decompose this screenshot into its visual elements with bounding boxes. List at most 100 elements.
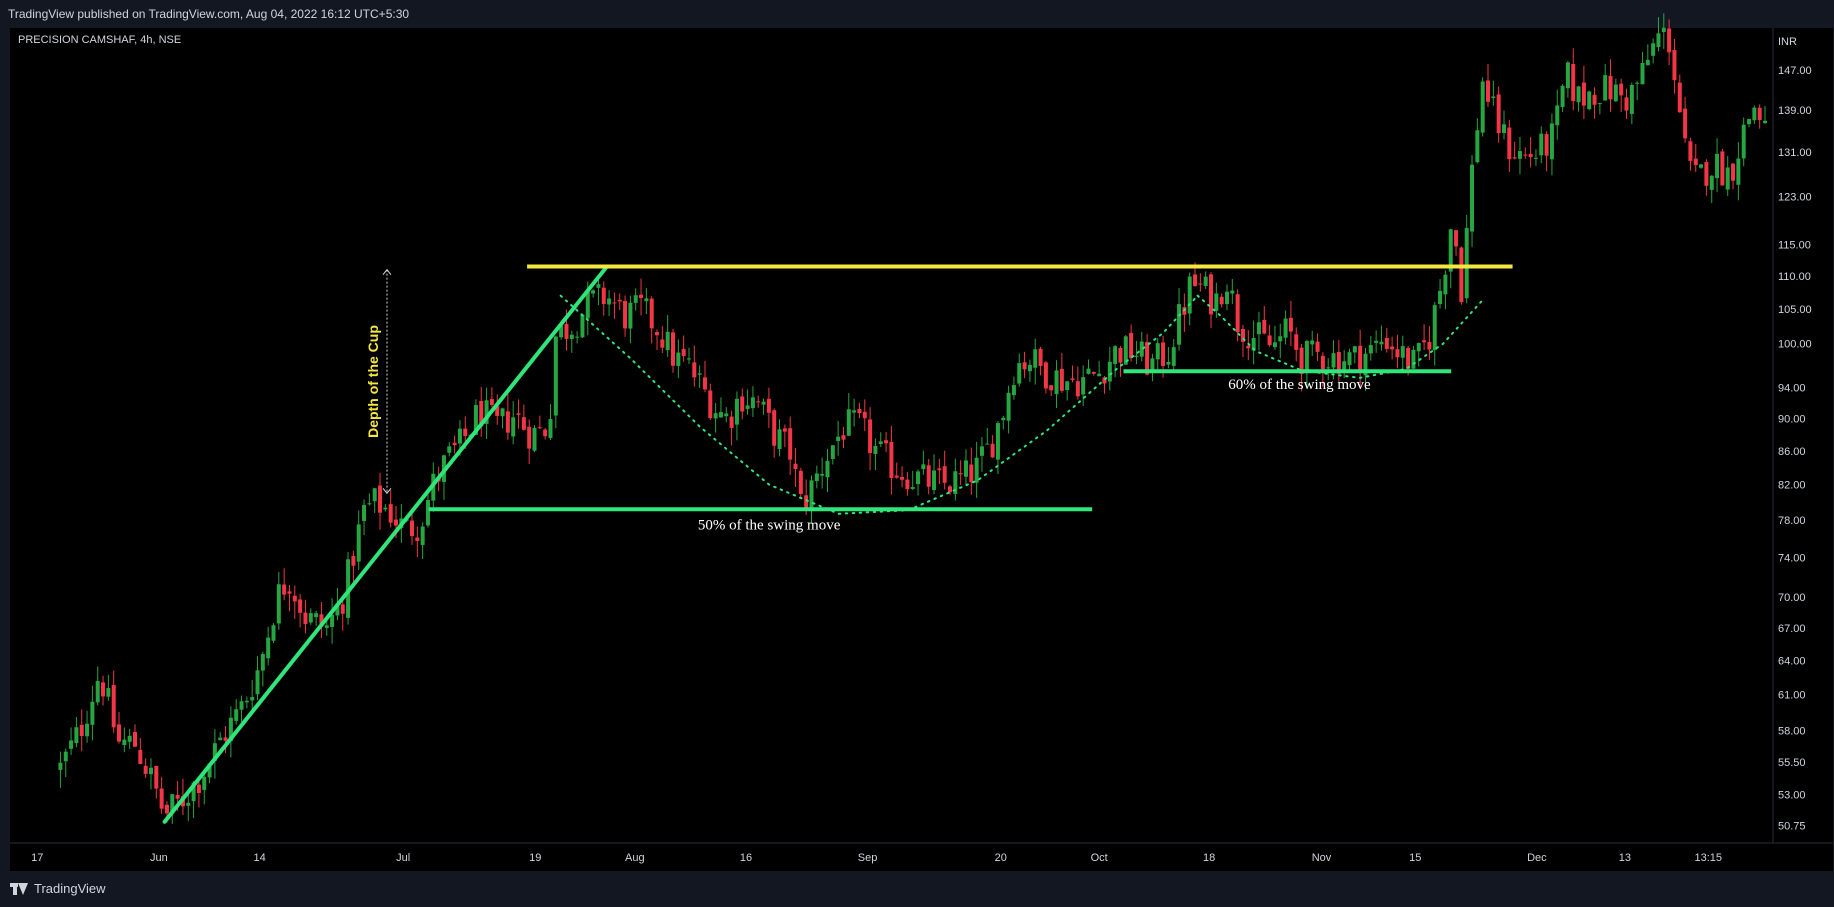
time-tick-label: 15	[1409, 852, 1421, 864]
candle-body	[804, 495, 809, 509]
candle-body	[271, 625, 276, 641]
candle-body	[1033, 349, 1038, 368]
candle-body	[809, 480, 814, 512]
price-tick-label: 50.75	[1778, 820, 1806, 832]
candle	[1715, 138, 1720, 193]
candle	[569, 330, 574, 353]
candle-body	[1043, 362, 1048, 389]
candle-body	[1581, 82, 1586, 106]
candle	[1283, 310, 1288, 345]
candle-body	[1001, 417, 1006, 421]
candle	[852, 398, 857, 427]
candle-body	[1193, 274, 1198, 287]
candle	[1651, 38, 1656, 64]
candle-body	[1230, 290, 1235, 294]
candle-body	[1054, 370, 1059, 395]
candle	[1209, 272, 1214, 329]
candle	[362, 499, 367, 536]
candle	[1059, 353, 1064, 393]
candle-body	[1304, 340, 1309, 373]
candle-body	[1310, 340, 1315, 345]
candle	[521, 404, 526, 431]
candle	[1139, 331, 1144, 362]
candle	[766, 387, 771, 428]
candle	[591, 289, 596, 298]
candle-body	[1496, 94, 1501, 134]
candle-body	[218, 737, 223, 741]
candle	[303, 599, 308, 634]
candle	[633, 288, 638, 311]
candle-body	[1656, 33, 1661, 47]
candle-body	[1086, 368, 1091, 374]
candle	[900, 466, 905, 488]
candle-body	[1549, 123, 1554, 160]
candle	[921, 450, 926, 475]
candle-body	[889, 441, 894, 479]
candle-body	[202, 776, 207, 790]
candle	[79, 709, 84, 752]
price-tick-label: 105.00	[1778, 304, 1812, 316]
candle-body	[857, 409, 862, 413]
candle-body	[1720, 151, 1725, 186]
candle-body	[159, 788, 164, 809]
candle	[1597, 102, 1602, 115]
candle-body	[425, 500, 430, 526]
candle-body	[1395, 349, 1400, 358]
chart-frame	[10, 28, 1833, 871]
candle	[388, 490, 393, 528]
candle	[90, 685, 95, 741]
depth-of-cup-label: Depth of the Cup	[365, 325, 381, 438]
candle	[511, 401, 516, 445]
candle-body	[1416, 343, 1421, 352]
candle-body	[489, 399, 494, 405]
candle-body	[207, 763, 212, 778]
candle-body	[1214, 293, 1219, 311]
candle-body	[495, 406, 500, 416]
candle-body	[1763, 120, 1767, 124]
candle	[761, 398, 766, 415]
candle	[1006, 385, 1011, 434]
handle-curve	[1196, 294, 1485, 379]
candle	[1310, 331, 1315, 356]
candle-body	[356, 524, 361, 562]
candle	[95, 666, 100, 706]
candle	[1592, 87, 1597, 119]
price-tick-label: 147.00	[1778, 65, 1812, 77]
candle	[926, 459, 931, 495]
tradingview-logo[interactable]: TradingView	[10, 881, 106, 896]
candle-body	[697, 373, 702, 375]
candle	[244, 696, 249, 709]
candle-body	[814, 473, 819, 482]
candle-body	[1480, 81, 1485, 133]
candle-body	[543, 429, 548, 437]
candle	[1571, 48, 1576, 111]
candle	[425, 489, 430, 528]
candle-body	[1587, 91, 1592, 110]
candle-body	[862, 411, 867, 419]
candle-body	[745, 405, 750, 409]
candle-body	[1272, 342, 1277, 348]
candle-body	[740, 396, 745, 412]
time-tick-label: 14	[253, 852, 265, 864]
candle-body	[985, 443, 990, 445]
candle	[1326, 358, 1331, 381]
candle	[1240, 324, 1245, 358]
candle	[138, 738, 143, 765]
candle	[750, 386, 755, 417]
candle-body	[1198, 283, 1203, 285]
candle	[1640, 51, 1645, 85]
candle-body	[1507, 127, 1512, 160]
candle-body	[601, 287, 606, 305]
candle-body	[926, 465, 931, 487]
candle	[1235, 289, 1240, 342]
price-tick-label: 131.00	[1778, 147, 1812, 159]
candle-body	[479, 400, 484, 427]
candle	[1613, 78, 1618, 102]
candle-body	[1267, 335, 1272, 346]
candle	[1097, 360, 1102, 377]
candle	[596, 277, 601, 306]
candle	[479, 386, 484, 437]
candle-body	[250, 697, 255, 701]
candle-body	[575, 336, 580, 338]
